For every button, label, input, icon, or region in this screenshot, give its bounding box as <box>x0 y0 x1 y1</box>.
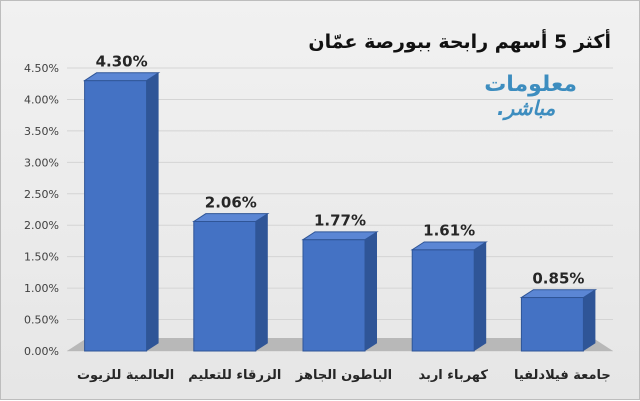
logo-line-2: مباشر. <box>497 96 556 120</box>
bars: 4.30% 2.06% 1.77% 1.61% 0.85% <box>82 53 598 352</box>
y-tick-label: 2.00% <box>24 219 59 232</box>
bar-side <box>474 241 487 351</box>
bar-side <box>146 72 159 352</box>
bar-top <box>192 213 270 222</box>
bar <box>84 80 148 352</box>
bar-top <box>301 231 379 241</box>
y-tick-label: 3.00% <box>24 156 59 169</box>
y-tick-label: 3.50% <box>24 125 59 138</box>
chart-title: أكثر 5 أسهم رابحة ببورصة عمّان <box>308 31 611 53</box>
brand-logo: معلومات مباشر. <box>484 72 577 120</box>
data-label: 2.06% <box>205 193 257 211</box>
x-axis-labels: العالمية للزيوت الزرقاء للتعليم الباطون ال… <box>77 368 611 383</box>
y-tick-label: 4.00% <box>24 93 59 106</box>
data-label: 0.85% <box>532 270 584 288</box>
data-label: 4.30% <box>96 53 148 71</box>
bar <box>520 297 584 352</box>
data-label: 1.77% <box>314 212 366 230</box>
data-label: 1.61% <box>423 222 475 240</box>
bar <box>193 220 257 352</box>
y-tick-label: 0.00% <box>24 345 59 358</box>
bar-top <box>519 289 598 299</box>
bar <box>411 249 475 352</box>
y-tick-label: 2.50% <box>24 188 59 201</box>
x-tick-label: الزرقاء للتعليم <box>188 368 281 383</box>
bar-side <box>255 213 268 351</box>
y-tick-label: 1.00% <box>24 282 59 295</box>
y-tick-label: 0.50% <box>24 314 59 327</box>
bar <box>302 239 366 352</box>
x-tick-label: كهرباء اربد <box>418 368 488 383</box>
y-tick-label: 1.50% <box>24 251 59 264</box>
y-tick-label: 4.50% <box>24 62 59 75</box>
x-tick-label: الباطون الجاهز <box>295 368 392 383</box>
x-tick-label: جامعة فيلادلفيا <box>514 368 611 383</box>
bar-top <box>82 72 161 82</box>
bar-top <box>410 241 488 251</box>
bar-side <box>365 231 377 351</box>
x-tick-label: العالمية للزيوت <box>77 368 174 383</box>
logo-line-1: معلومات <box>484 72 577 97</box>
bar-side <box>583 289 596 351</box>
y-axis-ticks: 0.00% 0.50% 1.00% 1.50% 2.00% 2.50% 3.00% 3.50%… <box>24 62 59 358</box>
